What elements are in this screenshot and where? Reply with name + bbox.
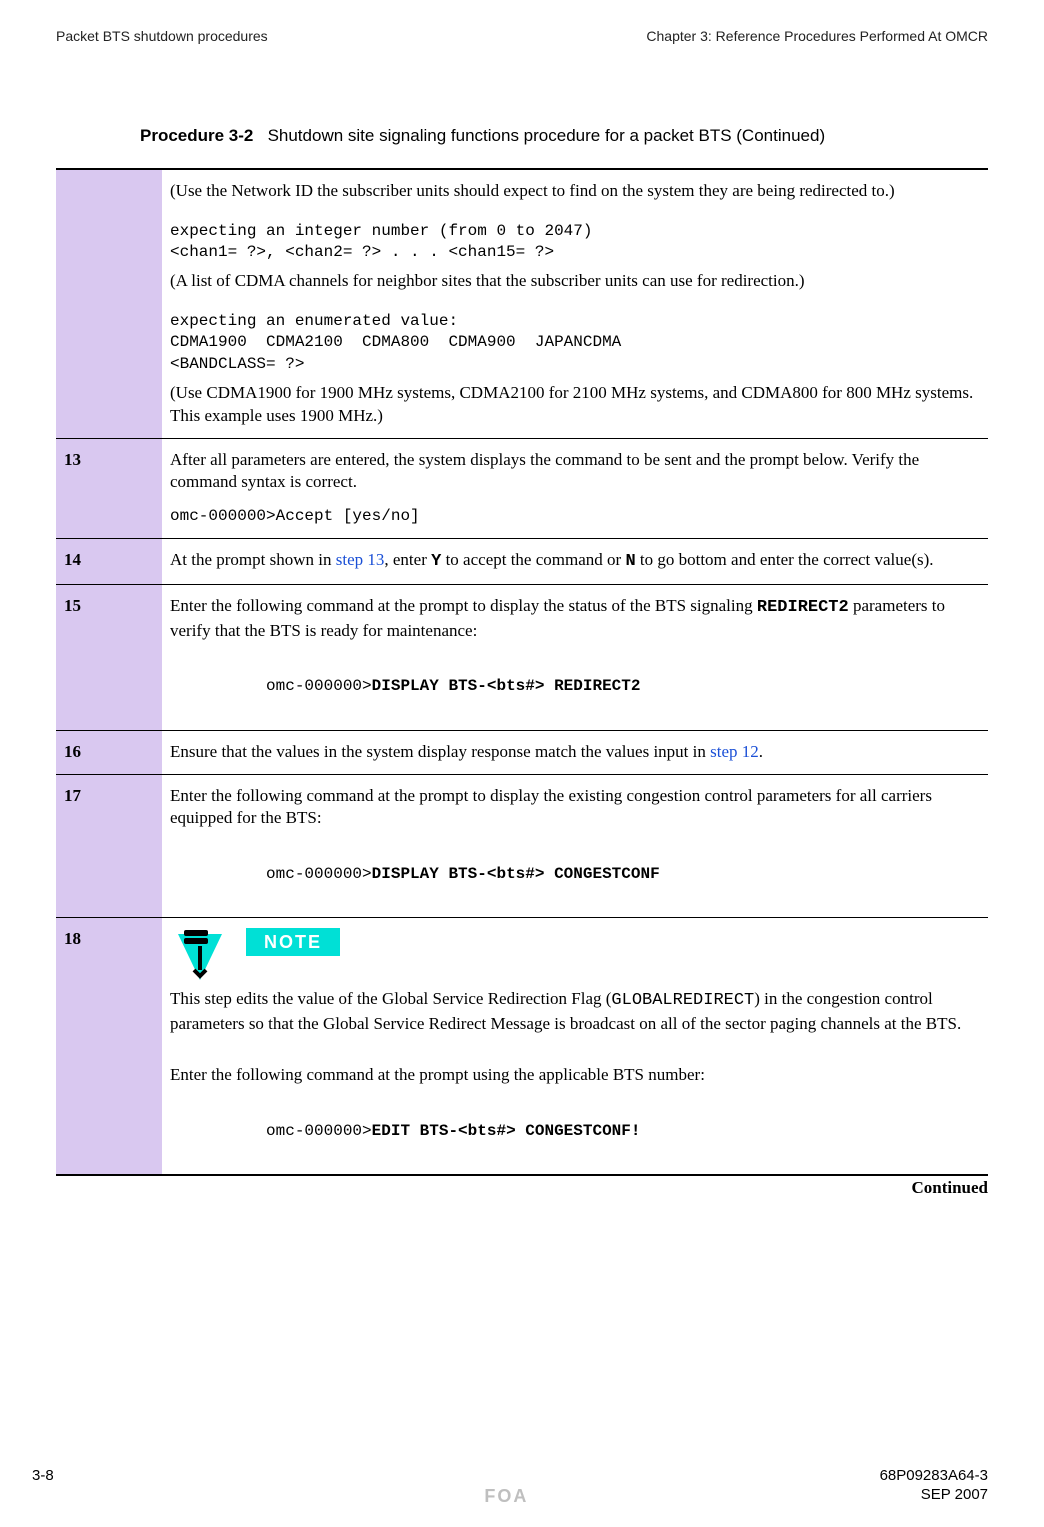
step13-p1: After all parameters are entered, the sy… [170, 449, 980, 495]
footer-docnum: 68P09283A64-3 [880, 1467, 988, 1484]
step-18: 18 NOTE [56, 918, 988, 1175]
step-12-body: (Use the Network ID the subscriber units… [162, 169, 988, 438]
step16-post: . [759, 742, 763, 761]
step12-p1: (Use the Network ID the subscriber units… [170, 180, 980, 203]
procedure-table: (Use the Network ID the subscriber units… [56, 168, 988, 1176]
step-14: 14 At the prompt shown in step 13, enter… [56, 538, 988, 584]
step-12-continuation: (Use the Network ID the subscriber units… [56, 169, 988, 438]
step-13-body: After all parameters are entered, the sy… [162, 438, 988, 538]
step12-code3: expecting an enumerated value: [170, 311, 980, 333]
step15-param: REDIRECT2 [757, 598, 849, 617]
note-pre: This step edits the value of the Global … [170, 989, 611, 1008]
step-13: 13 After all parameters are entered, the… [56, 438, 988, 538]
step15-cmd: DISPLAY BTS-<bts#> REDIRECT2 [372, 677, 641, 695]
link-step-13[interactable]: step 13 [336, 550, 385, 569]
header-left: Packet BTS shutdown procedures [56, 28, 268, 44]
step-14-body: At the prompt shown in step 13, enter Y … [162, 538, 988, 584]
step17-p1: Enter the following command at the promp… [170, 785, 980, 831]
step17-prompt: omc-000000> [266, 865, 372, 883]
step-number-13: 13 [56, 438, 162, 538]
step-number-16: 16 [56, 730, 162, 774]
link-step-12[interactable]: step 12 [710, 742, 759, 761]
step-number-blank [56, 169, 162, 438]
continued-label: Continued [56, 1176, 988, 1198]
running-header: Packet BTS shutdown procedures Chapter 3… [56, 28, 988, 50]
step-number-15: 15 [56, 584, 162, 730]
step12-code1: expecting an integer number (from 0 to 2… [170, 221, 980, 243]
note-header: NOTE [170, 928, 980, 988]
step-16: 16 Ensure that the values in the system … [56, 730, 988, 774]
footer-date: SEP 2007 [921, 1486, 988, 1507]
step14-mid2: to accept the command or [441, 550, 625, 569]
step-15-body: Enter the following command at the promp… [162, 584, 988, 730]
step-number-14: 14 [56, 538, 162, 584]
step12-p3: (Use CDMA1900 for 1900 MHz systems, CDMA… [170, 382, 980, 428]
step14-post: to go bottom and enter the correct value… [636, 550, 934, 569]
procedure-title-text: Shutdown site signaling functions proced… [268, 126, 826, 145]
step14-N: N [625, 552, 635, 571]
step-18-body: NOTE This step edits the value of the Gl… [162, 918, 988, 1175]
step-17-body: Enter the following command at the promp… [162, 774, 988, 918]
header-right: Chapter 3: Reference Procedures Performe… [646, 28, 988, 44]
step14-mid1: , enter [384, 550, 431, 569]
note-text: This step edits the value of the Global … [170, 988, 980, 1036]
step17-cmd: DISPLAY BTS-<bts#> CONGESTCONF [372, 865, 660, 883]
step14-pre: At the prompt shown in [170, 550, 336, 569]
step-number-17: 17 [56, 774, 162, 918]
step-number-18: 18 [56, 918, 162, 1175]
step12-p2: (A list of CDMA channels for neighbor si… [170, 270, 980, 293]
page: Packet BTS shutdown procedures Chapter 3… [0, 0, 1044, 1527]
note-label-box: NOTE [246, 928, 340, 956]
step-16-body: Ensure that the values in the system dis… [162, 730, 988, 774]
step15-pre: Enter the following command at the promp… [170, 596, 757, 615]
step14-Y: Y [431, 552, 441, 571]
step-15: 15 Enter the following command at the pr… [56, 584, 988, 730]
note-mono: GLOBALREDIRECT [611, 991, 754, 1010]
note-label: NOTE [246, 928, 340, 956]
step12-code4: CDMA1900 CDMA2100 CDMA800 CDMA900 JAPANC… [170, 332, 980, 354]
footer-page: 3-8 [32, 1467, 54, 1484]
step18-cmd: EDIT BTS-<bts#> CONGESTCONF! [372, 1122, 641, 1140]
procedure-label: Procedure 3-2 [140, 126, 253, 145]
note-icon [170, 928, 230, 988]
step15-prompt: omc-000000> [266, 677, 372, 695]
step16-pre: Ensure that the values in the system dis… [170, 742, 710, 761]
step13-code: omc-000000>Accept [yes/no] [170, 506, 980, 528]
step18-p2: Enter the following command at the promp… [170, 1064, 980, 1087]
step18-prompt: omc-000000> [266, 1122, 372, 1140]
procedure-title: Procedure 3-2 Shutdown site signaling fu… [56, 124, 988, 148]
step12-code2: <chan1= ?>, <chan2= ?> . . . <chan15= ?> [170, 242, 980, 264]
step12-code5: <BANDCLASS= ?> [170, 354, 980, 376]
step-17: 17 Enter the following command at the pr… [56, 774, 988, 918]
page-footer: 3-8 68P09283A64-3 FOA SEP 2007 [32, 1467, 988, 1507]
footer-foa: FOA [92, 1486, 921, 1507]
